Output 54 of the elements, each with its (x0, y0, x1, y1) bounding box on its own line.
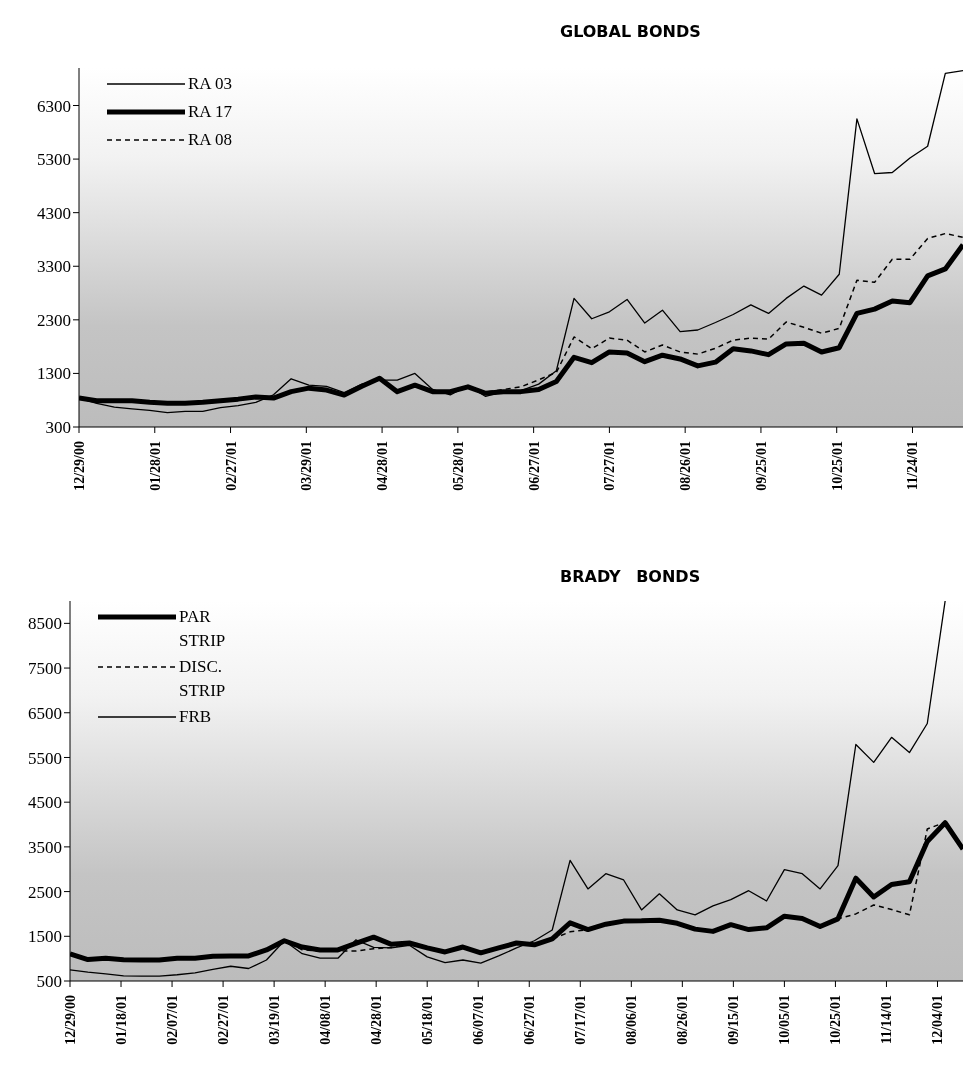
legend-label: RA 03 (188, 73, 233, 95)
x-tick-label: 05/28/01 (450, 441, 466, 491)
y-tick-label: 7500 (28, 659, 62, 679)
y-tick-label: 4300 (37, 203, 71, 223)
x-tick-label: 02/27/01 (223, 441, 239, 491)
x-tick-label: 09/25/01 (753, 441, 769, 491)
legend-label: DISC. STRIP (179, 656, 227, 702)
y-tick-label: 3500 (28, 837, 62, 857)
x-tick-label: 10/25/01 (829, 441, 845, 491)
x-tick-label: 08/06/01 (624, 995, 640, 1045)
y-tick-label: 3300 (37, 257, 71, 277)
y-tick-label: 2500 (28, 882, 62, 902)
chart-title: BRADY BONDS (560, 567, 701, 586)
x-tick-label: 12/04/01 (930, 995, 946, 1045)
x-tick-label: 02/07/01 (165, 995, 181, 1045)
y-tick-label: 8500 (28, 614, 62, 634)
x-tick-label: 03/29/01 (299, 441, 315, 491)
x-tick-label: 11/24/01 (905, 441, 921, 491)
legend-label: RA 17 (188, 101, 233, 123)
legend-label: PAR STRIP (179, 606, 227, 652)
y-tick-label: 6300 (37, 96, 71, 116)
x-tick-label: 06/27/01 (526, 441, 542, 491)
y-tick-label: 5500 (28, 748, 62, 768)
x-tick-label: 07/27/01 (602, 441, 618, 491)
y-tick-label: 500 (36, 972, 62, 992)
x-tick-label: 09/15/01 (726, 995, 742, 1045)
x-tick-label: 08/26/01 (675, 995, 691, 1045)
y-tick-label: 1300 (37, 364, 71, 384)
y-tick-label: 1500 (28, 927, 62, 947)
x-tick-label: 05/18/01 (420, 995, 436, 1045)
x-tick-label: 12/29/00 (72, 441, 87, 491)
x-tick-label: 01/28/01 (147, 441, 163, 491)
x-tick-label: 06/27/01 (522, 995, 538, 1045)
legend-label: FRB (179, 706, 213, 728)
x-tick-label: 11/14/01 (879, 995, 895, 1045)
x-tick-label: 10/25/01 (828, 995, 844, 1045)
x-tick-label: 04/08/01 (318, 995, 334, 1045)
chart-title: GLOBAL BONDS (560, 22, 701, 41)
y-tick-label: 5300 (37, 150, 71, 170)
x-tick-label: 04/28/01 (375, 441, 391, 491)
x-tick-label: 07/17/01 (573, 995, 589, 1045)
x-tick-label: 02/27/01 (216, 995, 232, 1045)
x-tick-label: 04/28/01 (369, 995, 385, 1045)
legend-label: RA 08 (188, 129, 233, 151)
x-tick-label: 03/19/01 (267, 995, 283, 1045)
x-tick-label: 12/29/00 (63, 995, 78, 1045)
y-tick-label: 300 (45, 418, 71, 438)
x-tick-label: 10/05/01 (777, 995, 793, 1045)
y-tick-label: 2300 (37, 310, 71, 330)
x-tick-label: 01/18/01 (114, 995, 130, 1045)
y-tick-label: 4500 (28, 793, 62, 813)
x-tick-label: 08/26/01 (678, 441, 694, 491)
y-tick-label: 6500 (28, 703, 62, 723)
x-tick-label: 06/07/01 (471, 995, 487, 1045)
